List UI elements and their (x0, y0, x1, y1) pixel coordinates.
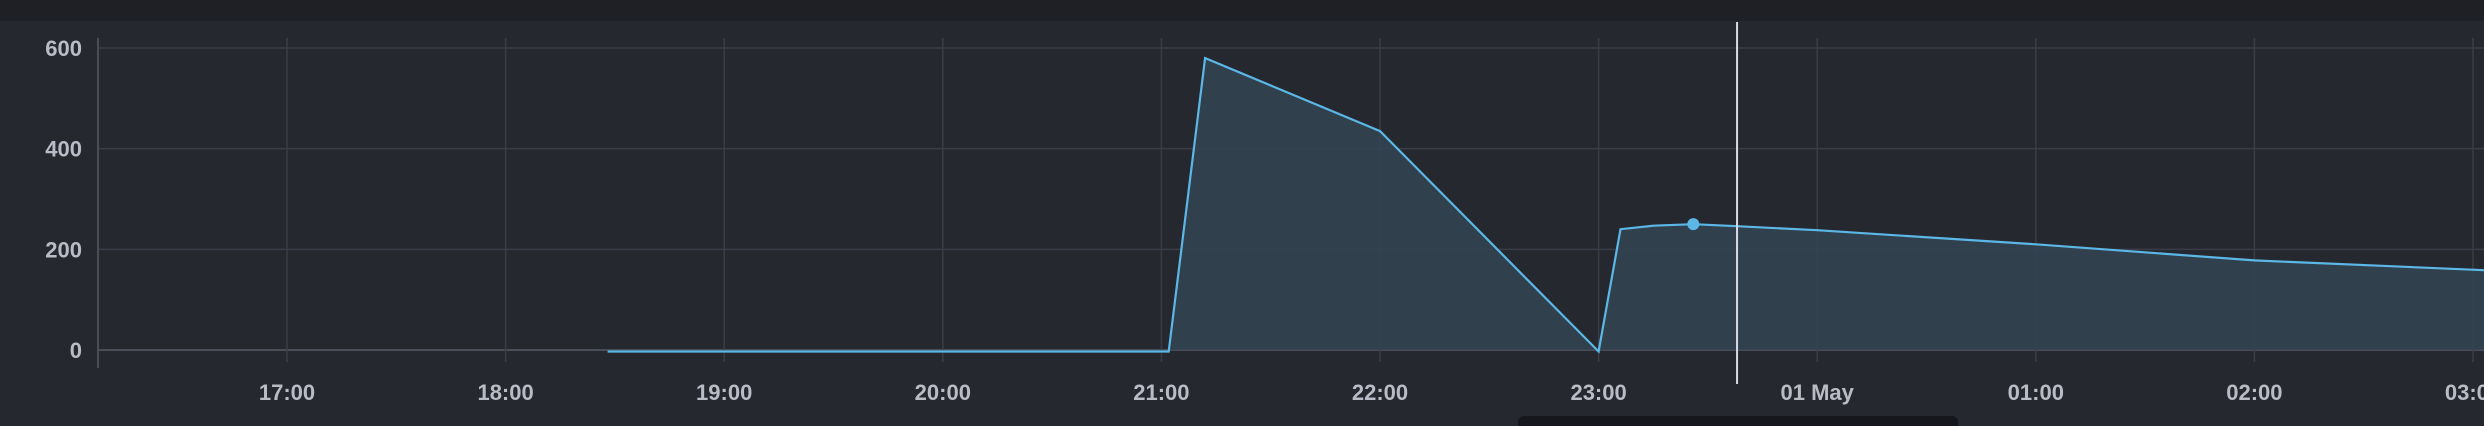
x-tick-label: 02:00 (2226, 380, 2282, 405)
y-tick-label: 600 (45, 36, 82, 61)
hovered-data-point[interactable] (1687, 218, 1700, 231)
x-tick-label: 19:00 (696, 380, 752, 405)
x-axis-tick-labels: 17:00 18:00 19:00 20:00 21:00 22:00 23:00 01 Ma… (259, 380, 2484, 405)
top-toolbar-strip (0, 0, 2484, 21)
x-tick-label: 21:00 (1133, 380, 1189, 405)
x-tick-label: 22:00 (1352, 380, 1408, 405)
x-tick-label: 23:00 (1570, 380, 1626, 405)
y-tick-label: 200 (45, 237, 82, 262)
series-line[interactable] (607, 56, 2484, 354)
y-axis-tick-labels: 0 200 400 600 (45, 36, 82, 363)
x-tick-label: 01 May (1781, 380, 1855, 405)
x-tick-label: 17:00 (259, 380, 315, 405)
x-tick-label: 03:00 (2445, 380, 2484, 405)
y-tick-label: 400 (45, 137, 82, 162)
y-tick-label: 0 (70, 338, 82, 363)
x-tick-label: 01:00 (2008, 380, 2064, 405)
x-tick-label: 18:00 (477, 380, 533, 405)
horizontal-scrollbar-thumb[interactable] (1518, 416, 1958, 426)
x-tick-label: 20:00 (915, 380, 971, 405)
series-area-fill (607, 58, 2484, 352)
